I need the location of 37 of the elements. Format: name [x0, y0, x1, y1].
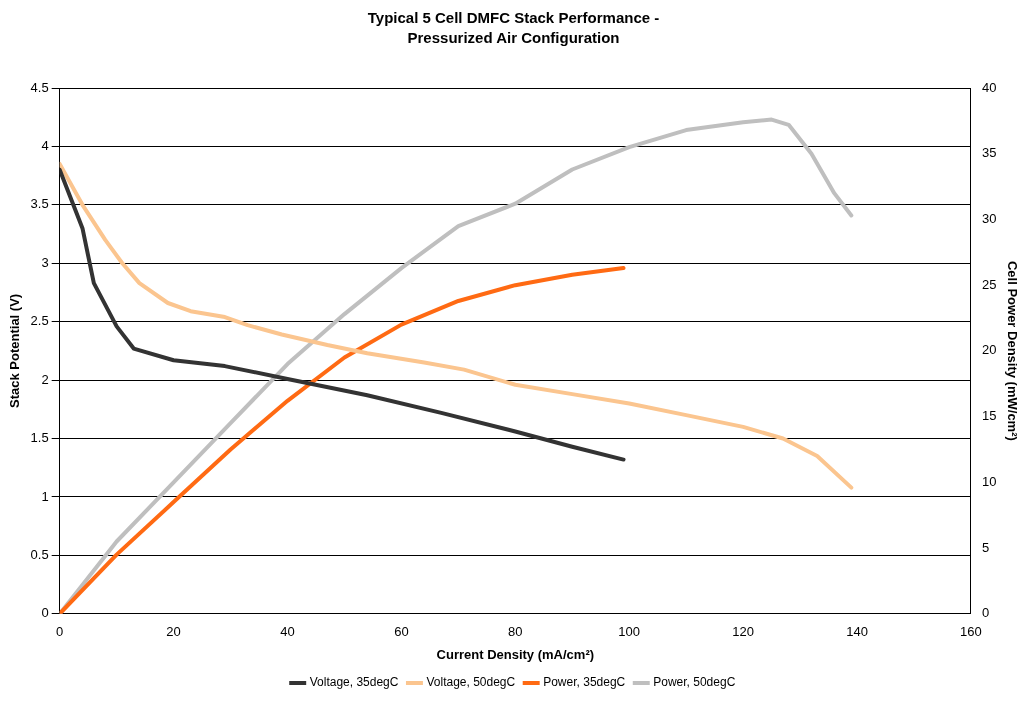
- y2-tick-label: 25: [981, 276, 997, 292]
- y-tick-label: 1: [41, 488, 49, 504]
- legend-label: Voltage, 35degC: [309, 675, 399, 690]
- y-tick-label: 3.5: [30, 196, 49, 212]
- x-axis-title: Current Density (mA/cm²): [436, 646, 595, 662]
- legend-label: Power, 50degC: [653, 675, 736, 690]
- chart-title: Typical 5 Cell DMFC Stack Performance -: [367, 9, 660, 27]
- y-tick-label: 3: [41, 254, 49, 270]
- x-tick-label: 120: [732, 624, 754, 640]
- y-tick-label: 0: [41, 605, 49, 621]
- y2-tick-label: 20: [981, 342, 997, 358]
- y2-tick-label: 35: [981, 145, 997, 161]
- x-tick-label: 60: [394, 624, 409, 640]
- y2-tick-label: 10: [981, 473, 997, 489]
- x-tick-label: 40: [280, 624, 295, 640]
- y-tick-label: 2.5: [30, 313, 49, 329]
- y2-tick-label: 15: [981, 408, 997, 424]
- x-tick-label: 80: [508, 624, 523, 640]
- y-tick-label: 0.5: [30, 546, 49, 562]
- chart-subtitle: Pressurized Air Configuration: [407, 29, 620, 47]
- legend-label: Power, 35degC: [543, 675, 626, 690]
- y2-tick-label: 30: [981, 211, 997, 227]
- x-tick-label: 100: [618, 624, 641, 640]
- y2-axis-title: Cell Power Density (mW/cm²): [1004, 260, 1020, 441]
- x-tick-label: 160: [960, 624, 982, 640]
- y-tick-label: 4.5: [30, 79, 49, 95]
- y2-tick-label: 5: [981, 539, 990, 555]
- y-tick-label: 2: [41, 371, 49, 387]
- y2-tick-label: 40: [981, 79, 997, 95]
- legend-label: Voltage, 50degC: [426, 675, 516, 690]
- y-axis-title: Stack Potential (V): [7, 293, 23, 408]
- y-tick-label: 4: [41, 138, 49, 153]
- x-tick-label: 20: [166, 624, 181, 640]
- y2-tick-label: 0: [981, 605, 990, 621]
- x-tick-label: 0: [56, 624, 64, 640]
- x-tick-label: 140: [846, 624, 868, 640]
- y-tick-label: 1.5: [30, 430, 49, 446]
